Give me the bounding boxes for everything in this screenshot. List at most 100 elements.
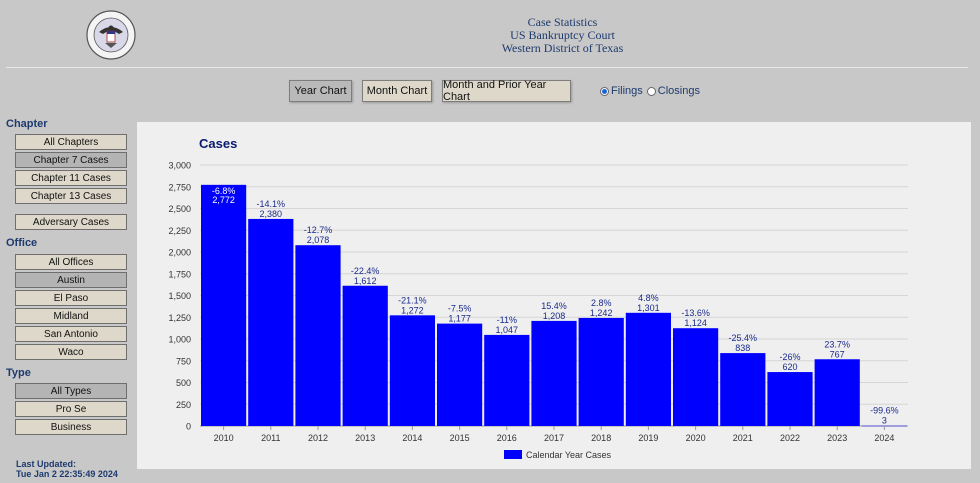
pct-change-label: -99.6% — [870, 406, 899, 416]
x-tick-label: 2012 — [308, 433, 328, 443]
value-label: 1,124 — [684, 318, 707, 328]
month-chart-button[interactable]: Month Chart — [362, 80, 432, 102]
value-label: 1,272 — [401, 305, 424, 315]
y-tick-label: 2,500 — [168, 204, 191, 214]
x-tick-label: 2021 — [733, 433, 753, 443]
office-midland-button[interactable]: Midland — [15, 308, 127, 324]
pct-change-label: 2.8% — [591, 298, 612, 308]
y-tick-label: 2,250 — [168, 226, 191, 236]
cases-bar-chart: Cases 0 250 500 750 1,000 1,250 1,500 1,750 2,000… — [168, 136, 908, 460]
value-label: 3 — [882, 416, 887, 426]
bar — [767, 372, 813, 426]
last-updated: Last Updated: Tue Jan 2 22:35:49 2024 — [16, 459, 118, 479]
bar — [389, 315, 435, 426]
all-types-button[interactable]: All Types — [15, 383, 127, 399]
filings-closings-radio-group: Filings Closings — [600, 85, 700, 97]
chapter-7-button[interactable]: Chapter 7 Cases — [15, 152, 127, 168]
y-tick-label: 1,500 — [168, 291, 191, 301]
y-tick-label: 500 — [176, 378, 191, 388]
value-label: 1,177 — [448, 314, 471, 324]
pct-change-label: 4.8% — [638, 293, 659, 303]
value-label: 1,208 — [543, 311, 566, 321]
office-san-antonio-button[interactable]: San Antonio — [15, 326, 127, 342]
pct-change-label: -26% — [779, 352, 800, 362]
chart-title: Cases — [199, 136, 237, 151]
filings-radio-label: Filings — [611, 85, 643, 97]
bar — [342, 285, 388, 426]
x-tick-label: 2010 — [214, 433, 234, 443]
bar — [201, 184, 247, 426]
bar — [814, 359, 860, 426]
pct-change-label: -21.1% — [398, 295, 427, 305]
bar — [625, 312, 671, 426]
closings-radio[interactable] — [646, 86, 656, 96]
office-waco-button[interactable]: Waco — [15, 344, 127, 360]
value-label: 620 — [782, 362, 797, 372]
value-label: 838 — [735, 343, 750, 353]
bar — [720, 353, 766, 426]
pct-change-label: -7.5% — [448, 304, 472, 314]
pct-change-label: -14.1% — [257, 199, 286, 209]
y-tick-label: 2,750 — [168, 182, 191, 192]
y-tick-label: 750 — [176, 356, 191, 366]
month-prior-year-chart-button[interactable]: Month and Prior Year Chart — [442, 79, 571, 103]
pct-change-label: -25.4% — [729, 333, 758, 343]
bar — [437, 323, 483, 426]
bar — [673, 328, 719, 426]
last-updated-label: Last Updated: — [16, 459, 77, 469]
value-label: 1,612 — [354, 276, 377, 286]
value-label: 1,047 — [496, 325, 519, 335]
value-label: 2,772 — [212, 195, 235, 205]
office-austin-button[interactable]: Austin — [15, 272, 127, 288]
y-tick-label: 0 — [186, 422, 191, 432]
y-tick-label: 2,000 — [168, 248, 191, 258]
office-section-title: Office — [6, 237, 38, 249]
closings-radio-label: Closings — [657, 85, 700, 97]
pct-change-label: -12.7% — [304, 225, 333, 235]
value-label: 2,078 — [307, 235, 330, 245]
pct-change-label: 23.7% — [824, 339, 850, 349]
chapter-section-title: Chapter — [6, 118, 48, 130]
business-button[interactable]: Business — [15, 419, 127, 435]
x-tick-label: 2014 — [402, 433, 422, 443]
bar — [295, 245, 341, 426]
x-tick-label: 2020 — [686, 433, 706, 443]
year-chart-button[interactable]: Year Chart — [289, 80, 352, 102]
pro-se-button[interactable]: Pro Se — [15, 401, 127, 417]
filings-radio[interactable] — [600, 86, 609, 96]
x-tick-label: 2022 — [780, 433, 800, 443]
pct-change-label: -6.8% — [212, 186, 236, 196]
legend-swatch — [504, 450, 522, 459]
chapter-11-button[interactable]: Chapter 11 Cases — [15, 170, 127, 186]
x-tick-label: 2023 — [827, 433, 847, 443]
value-label: 2,380 — [260, 209, 283, 219]
office-el-paso-button[interactable]: El Paso — [15, 290, 127, 306]
pct-change-label: 15.4% — [541, 301, 567, 311]
all-offices-button[interactable]: All Offices — [15, 254, 127, 270]
pct-change-label: -11% — [497, 315, 517, 325]
page-header: Case Statistics US Bankruptcy Court West… — [420, 16, 705, 55]
value-label: 1,301 — [637, 303, 660, 313]
chart-panel: Cases 0 250 500 750 1,000 1,250 1,500 1,750 2,000… — [137, 122, 971, 469]
legend-label: Calendar Year Cases — [526, 450, 612, 460]
y-tick-label: 1,000 — [168, 335, 191, 345]
x-tick-label: 2015 — [450, 433, 470, 443]
x-tick-label: 2013 — [355, 433, 375, 443]
all-chapters-button[interactable]: All Chapters — [15, 134, 127, 150]
last-updated-value: Tue Jan 2 22:35:49 2024 — [16, 469, 118, 479]
y-tick-label: 3,000 — [168, 161, 191, 171]
y-tick-label: 1,750 — [168, 269, 191, 279]
pct-change-label: -22.4% — [351, 266, 380, 276]
header-divider — [6, 67, 968, 68]
bar — [484, 334, 530, 426]
chapter-13-button[interactable]: Chapter 13 Cases — [15, 188, 127, 204]
adversary-cases-button[interactable]: Adversary Cases — [15, 214, 127, 230]
header-district: Western District of Texas — [501, 41, 624, 55]
bar — [248, 218, 294, 426]
x-tick-label: 2019 — [638, 433, 658, 443]
y-tick-label: 1,250 — [168, 313, 191, 323]
type-section-title: Type — [6, 367, 31, 379]
x-tick-label: 2011 — [261, 433, 280, 443]
court-seal-logo — [86, 10, 136, 60]
x-tick-label: 2016 — [497, 433, 517, 443]
